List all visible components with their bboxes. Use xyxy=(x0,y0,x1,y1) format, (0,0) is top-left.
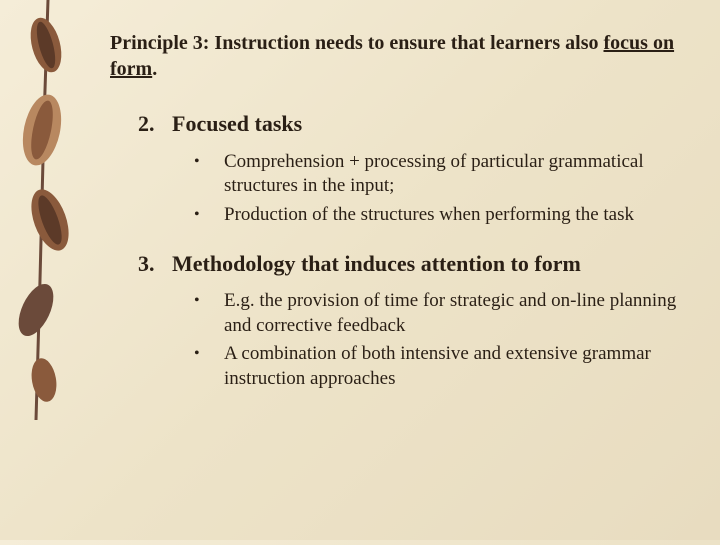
bullet-item: • Comprehension + processing of particul… xyxy=(194,150,690,199)
bullet-marker: • xyxy=(194,342,224,365)
section-3: 3. Methodology that induces attention to… xyxy=(138,250,690,392)
bullet-text: Comprehension + processing of particular… xyxy=(224,150,690,199)
section-heading-text: Methodology that induces attention to fo… xyxy=(172,250,690,278)
bullet-marker: • xyxy=(194,150,224,173)
section-2: 2. Focused tasks • Comprehension + proce… xyxy=(138,110,690,228)
bullet-item: • Production of the structures when perf… xyxy=(194,203,690,228)
principle-title: Principle 3: Instruction needs to ensure… xyxy=(110,30,690,82)
section-heading: 2. Focused tasks xyxy=(138,110,690,138)
principle-suffix: . xyxy=(152,58,157,80)
section-number: 2. xyxy=(138,110,172,138)
section-heading: 3. Methodology that induces attention to… xyxy=(138,250,690,278)
bullet-item: • A combination of both intensive and ex… xyxy=(194,342,690,391)
bullet-marker: • xyxy=(194,203,224,226)
slide-content: Principle 3: Instruction needs to ensure… xyxy=(110,30,690,414)
bullet-text: E.g. the provision of time for strategic… xyxy=(224,289,690,338)
bullet-marker: • xyxy=(194,289,224,312)
bullet-text: Production of the structures when perfor… xyxy=(224,203,690,228)
leaf-decoration xyxy=(0,0,100,540)
bullet-list: • E.g. the provision of time for strateg… xyxy=(194,289,690,392)
section-number: 3. xyxy=(138,250,172,278)
bullet-text: A combination of both intensive and exte… xyxy=(224,342,690,391)
section-heading-text: Focused tasks xyxy=(172,110,690,138)
bullet-list: • Comprehension + processing of particul… xyxy=(194,150,690,228)
principle-prefix: Principle 3: Instruction needs to ensure… xyxy=(110,32,604,54)
bullet-item: • E.g. the provision of time for strateg… xyxy=(194,289,690,338)
